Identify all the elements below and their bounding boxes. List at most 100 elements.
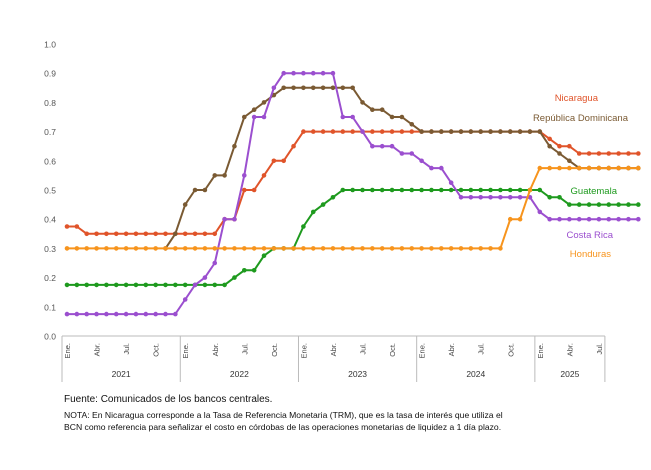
data-point: [468, 246, 474, 251]
data-point: [419, 246, 424, 251]
y-tick-label: 1.0: [44, 40, 56, 50]
data-point: [439, 129, 444, 134]
data-point: [64, 311, 70, 317]
data-point: [429, 165, 434, 171]
data-point: [182, 282, 188, 288]
data-point: [320, 246, 326, 251]
data-point: [232, 275, 237, 280]
data-point: [370, 107, 375, 112]
data-point: [547, 136, 552, 142]
data-point: [429, 187, 434, 193]
data-point: [439, 187, 444, 193]
data-point: [448, 129, 454, 134]
data-point: [488, 187, 493, 193]
data-point: [439, 246, 444, 251]
data-point: [232, 246, 237, 251]
x-tick-label: Ene.: [181, 343, 190, 358]
data-point: [429, 246, 434, 251]
x-tick-label: Oct.: [152, 343, 161, 357]
data-point: [202, 246, 208, 251]
data-point: [360, 100, 365, 105]
data-point: [458, 246, 464, 251]
data-point: [389, 246, 395, 251]
data-point: [291, 246, 296, 251]
data-point: [507, 195, 513, 200]
data-point: [586, 151, 592, 156]
data-point: [182, 202, 188, 207]
data-point: [242, 114, 247, 120]
data-point: [557, 195, 562, 200]
data-point: [606, 216, 612, 222]
x-axis: Ene. Abr. Jul. Oct. Ene. Abr. Jul. Oct. Ene. Abr.…: [61, 335, 606, 382]
data-point: [478, 187, 484, 193]
data-point: [94, 311, 99, 317]
data-point: [547, 216, 552, 222]
data-point: [429, 129, 434, 134]
data-point: [212, 231, 218, 237]
data-point: [310, 129, 316, 134]
data-point: [616, 202, 621, 207]
data-point: [468, 129, 474, 134]
data-point: [626, 165, 631, 171]
data-point: [261, 100, 267, 105]
data-point: [448, 246, 454, 251]
series-label: Honduras: [570, 249, 611, 260]
data-point: [202, 275, 208, 280]
data-point: [389, 129, 395, 134]
data-point: [173, 231, 178, 237]
data-point: [261, 114, 267, 120]
series-line: [67, 72, 639, 316]
data-point: [340, 129, 346, 134]
data-point: [498, 129, 503, 134]
data-point: [527, 129, 533, 134]
data-point: [478, 129, 484, 134]
data-point: [153, 282, 158, 288]
data-point: [448, 187, 454, 193]
data-point: [94, 246, 99, 251]
data-point: [626, 216, 631, 222]
data-point: [242, 187, 247, 193]
data-point: [350, 187, 355, 193]
data-point: [74, 311, 80, 317]
line-chart: 0.0 0.1 0.2 0.3 0.4 0.5 0.6 0.7 0.8 0.9 1.0 Ene. Ab…: [44, 40, 641, 382]
data-point: [517, 129, 523, 134]
data-point: [409, 151, 415, 156]
data-point: [242, 246, 247, 251]
data-point: [586, 165, 592, 171]
data-point: [301, 246, 306, 251]
data-point: [567, 165, 572, 171]
data-point: [212, 173, 218, 178]
data-point: [370, 143, 375, 149]
data-point: [399, 129, 405, 134]
x-tick-label: Jul.: [359, 343, 368, 355]
series-labels: Nicaragua República Dominicana Guatemala Co…: [533, 93, 629, 260]
data-point: [527, 187, 533, 193]
data-point: [310, 85, 316, 91]
x-tick-label: Ene.: [63, 343, 72, 358]
data-point: [310, 209, 316, 215]
data-point: [517, 216, 523, 222]
x-tick-label: Abr.: [329, 343, 338, 356]
data-point: [153, 231, 158, 237]
data-point: [370, 129, 375, 134]
x-tick-label: Oct.: [270, 343, 279, 357]
data-point: [606, 165, 612, 171]
data-point: [606, 202, 612, 207]
data-point: [261, 173, 267, 178]
data-point: [576, 216, 582, 222]
data-point: [143, 231, 149, 237]
data-point: [212, 246, 218, 251]
data-point: [498, 195, 503, 200]
data-point: [330, 246, 336, 251]
series-label: República Dominicana: [533, 113, 629, 124]
data-point: [478, 195, 484, 200]
data-point: [291, 85, 296, 91]
data-point: [389, 114, 395, 120]
data-point: [74, 224, 80, 229]
data-point: [143, 282, 149, 288]
data-point: [104, 246, 109, 251]
x-tick-label: Ene.: [536, 343, 545, 358]
data-point: [616, 165, 621, 171]
data-point: [350, 129, 355, 134]
data-point: [498, 246, 503, 251]
